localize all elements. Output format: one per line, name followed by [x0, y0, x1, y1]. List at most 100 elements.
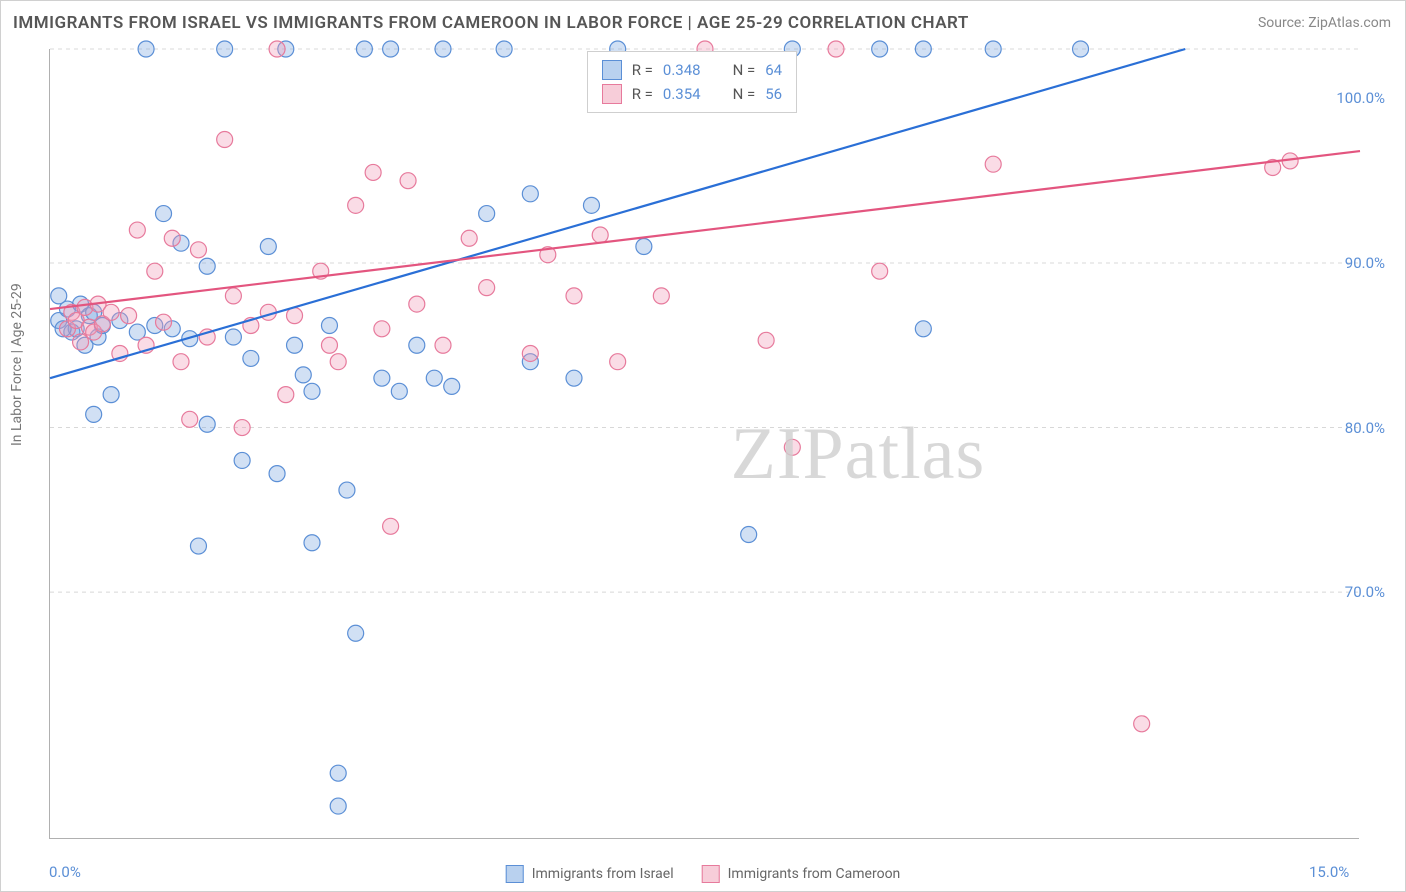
chart-title: IMMIGRANTS FROM ISRAEL VS IMMIGRANTS FRO…	[13, 13, 969, 33]
legend-label: Immigrants from Israel	[532, 866, 674, 882]
data-point	[199, 416, 215, 432]
data-point	[374, 370, 390, 386]
data-point	[522, 186, 538, 202]
r-value: 0.354	[663, 85, 701, 103]
data-point	[1134, 716, 1150, 732]
data-point	[243, 350, 259, 366]
data-point	[828, 41, 844, 57]
data-point	[391, 383, 407, 399]
data-point	[199, 258, 215, 274]
data-point	[435, 337, 451, 353]
data-point	[304, 535, 320, 551]
data-point	[435, 41, 451, 57]
data-point	[234, 420, 250, 436]
data-point	[592, 227, 608, 243]
data-point	[103, 387, 119, 403]
data-point	[51, 288, 67, 304]
y-tick-label: 80.0%	[1345, 419, 1385, 437]
data-point	[164, 230, 180, 246]
data-point	[479, 280, 495, 296]
data-point	[339, 482, 355, 498]
data-point	[269, 41, 285, 57]
data-point	[321, 337, 337, 353]
data-point	[173, 354, 189, 370]
data-point	[566, 370, 582, 386]
n-value: 64	[765, 61, 782, 79]
data-point	[566, 288, 582, 304]
n-label: N =	[733, 61, 756, 79]
source-attribution: Source: ZipAtlas.com	[1258, 15, 1391, 31]
data-point	[985, 41, 1001, 57]
data-point	[985, 156, 1001, 172]
data-point	[260, 239, 276, 255]
legend-swatch	[702, 865, 720, 883]
plot-area: ZIPatlas R =0.348N =64R =0.354N =56	[49, 49, 1359, 839]
data-point	[583, 197, 599, 213]
data-point	[86, 406, 102, 422]
legend-label: Immigrants from Cameroon	[728, 866, 901, 882]
data-point	[400, 173, 416, 189]
bottom-legend: Immigrants from Israel Immigrants from Ca…	[506, 865, 901, 883]
data-point	[444, 378, 460, 394]
legend-swatch	[602, 84, 622, 104]
data-point	[321, 318, 337, 334]
data-point	[182, 411, 198, 427]
n-value: 56	[765, 85, 782, 103]
data-point	[653, 288, 669, 304]
data-point	[103, 304, 119, 320]
data-point	[636, 239, 652, 255]
r-value: 0.348	[663, 61, 701, 79]
data-point	[741, 527, 757, 543]
data-point	[138, 41, 154, 57]
data-point	[348, 197, 364, 213]
data-point	[348, 625, 364, 641]
data-point	[330, 354, 346, 370]
data-point	[295, 367, 311, 383]
plot-svg	[50, 49, 1359, 838]
data-point	[304, 383, 320, 399]
data-point	[147, 263, 163, 279]
data-point	[225, 288, 241, 304]
x-tick-label: 15.0%	[1309, 863, 1349, 881]
data-point	[915, 41, 931, 57]
y-axis-label: In Labor Force | Age 25-29	[9, 283, 25, 446]
data-point	[915, 321, 931, 337]
data-point	[409, 296, 425, 312]
data-point	[872, 263, 888, 279]
legend-item: Immigrants from Cameroon	[702, 865, 901, 883]
data-point	[496, 41, 512, 57]
legend-swatch	[506, 865, 524, 883]
data-point	[156, 206, 172, 222]
data-point	[330, 798, 346, 814]
data-point	[872, 41, 888, 57]
legend-item: Immigrants from Israel	[506, 865, 674, 883]
y-tick-label: 100.0%	[1336, 89, 1385, 107]
data-point	[121, 308, 137, 324]
data-point	[225, 329, 241, 345]
data-point	[383, 41, 399, 57]
data-point	[758, 332, 774, 348]
data-point	[278, 387, 294, 403]
data-point	[217, 132, 233, 148]
data-point	[374, 321, 390, 337]
data-point	[217, 41, 233, 57]
r-label: R =	[632, 61, 653, 79]
data-point	[479, 206, 495, 222]
data-point	[269, 466, 285, 482]
data-point	[156, 314, 172, 330]
data-point	[461, 230, 477, 246]
legend-swatch	[602, 60, 622, 80]
y-tick-label: 90.0%	[1345, 254, 1385, 272]
n-label: N =	[733, 85, 756, 103]
data-point	[356, 41, 372, 57]
data-point	[610, 354, 626, 370]
data-point	[190, 538, 206, 554]
data-point	[287, 337, 303, 353]
data-point	[129, 222, 145, 238]
x-tick-label: 0.0%	[49, 863, 81, 881]
data-point	[365, 164, 381, 180]
data-point	[409, 337, 425, 353]
data-point	[73, 334, 89, 350]
data-point	[426, 370, 442, 386]
data-point	[330, 765, 346, 781]
